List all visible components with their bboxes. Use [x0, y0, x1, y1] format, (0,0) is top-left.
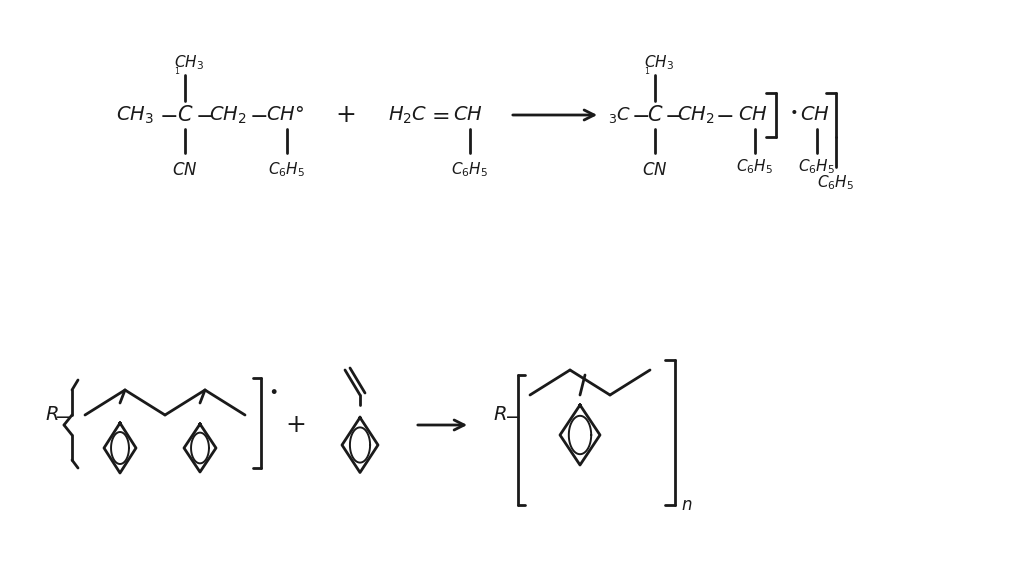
Text: $R$: $R$: [45, 406, 58, 425]
Text: $_3C$: $_3C$: [608, 105, 632, 125]
Text: $+$: $+$: [335, 103, 355, 127]
Text: $-$: $-$: [664, 105, 682, 125]
Text: $CH°$: $CH°$: [266, 105, 304, 124]
Text: $CH_3$: $CH_3$: [644, 54, 674, 73]
Text: $C_6H_5$: $C_6H_5$: [452, 161, 488, 179]
Text: $-$: $-$: [54, 406, 70, 425]
Text: $-$: $-$: [195, 105, 213, 125]
Text: $CH_2$: $CH_2$: [677, 104, 715, 126]
Text: $CH_3$: $CH_3$: [174, 54, 204, 73]
Text: $=$: $=$: [427, 105, 450, 125]
Text: $C_6H_5$: $C_6H_5$: [268, 161, 305, 179]
Text: $C$: $C$: [177, 105, 194, 125]
Text: $-$: $-$: [249, 105, 267, 125]
Text: $CH_3$: $CH_3$: [116, 104, 154, 126]
Text: $CH$: $CH$: [454, 105, 483, 124]
Text: $R$: $R$: [494, 406, 507, 425]
Text: $n$: $n$: [681, 496, 692, 514]
Text: $CN$: $CN$: [172, 161, 198, 179]
Text: $CH_2$: $CH_2$: [209, 104, 247, 126]
Text: $CH$: $CH$: [738, 105, 768, 124]
Text: $C_6H_5$: $C_6H_5$: [799, 158, 836, 176]
Text: $+$: $+$: [285, 413, 305, 437]
Text: $-$: $-$: [504, 406, 520, 425]
Text: $CN$: $CN$: [642, 161, 668, 179]
Text: $-$: $-$: [715, 105, 733, 125]
Text: $_1$: $_1$: [644, 66, 650, 78]
Text: $_1$: $_1$: [174, 66, 180, 78]
Text: $\bullet$: $\bullet$: [268, 381, 278, 399]
Text: $-$: $-$: [631, 105, 649, 125]
Text: $C_6H_5$: $C_6H_5$: [736, 158, 773, 176]
Text: $H_2C$: $H_2C$: [388, 104, 428, 126]
Text: $CH$: $CH$: [800, 105, 829, 124]
Text: $C_6H_5$: $C_6H_5$: [817, 173, 855, 192]
Text: $C$: $C$: [647, 105, 664, 125]
Text: $-$: $-$: [159, 105, 177, 125]
Text: $\bullet$: $\bullet$: [788, 103, 798, 117]
